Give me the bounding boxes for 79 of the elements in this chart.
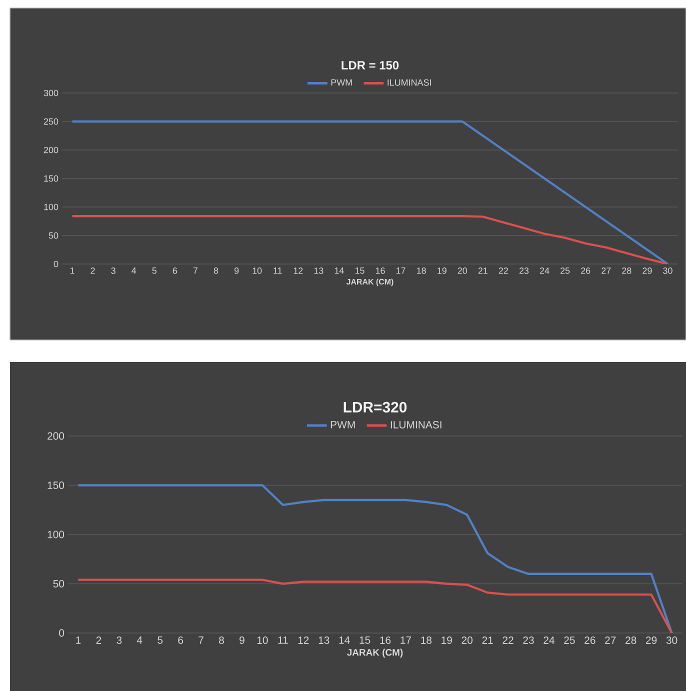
legend-label: PWM [330,421,355,428]
x-tick-label: 22 [498,268,508,274]
x-tick-label: 10 [252,268,262,274]
x-tick-label: 3 [111,268,116,274]
x-tick-label: 21 [478,268,488,274]
x-tick-label: 22 [502,636,514,644]
chart-title: LDR = 150 [342,61,399,70]
x-tick-label: 26 [581,268,590,274]
y-tick-label: 200 [48,432,64,440]
y-tick-label: 50 [53,580,64,588]
x-tick-label: 1 [76,636,81,644]
x-tick-label: 5 [152,268,157,274]
legend-label: PWM [331,79,352,86]
x-tick-label: 2 [90,268,95,274]
y-tick-label: 200 [44,146,58,154]
x-tick-label: 4 [132,268,136,274]
x-tick-label: 25 [564,636,575,644]
x-tick-label: 15 [360,636,370,644]
x-tick-label: 21 [482,636,493,644]
x-tick-label: 1 [70,268,74,274]
x-tick-label: 23 [519,268,529,274]
x-tick-label: 24 [540,268,550,274]
x-tick-label: 3 [116,636,122,644]
x-tick-label: 6 [178,636,184,644]
x-tick-label: 16 [376,268,385,274]
x-tick-label: 18 [421,636,432,644]
x-tick-label: 24 [544,636,554,644]
x-tick-label: 30 [663,268,672,274]
x-tick-label: 26 [584,636,596,644]
y-tick-label: 150 [44,175,58,182]
x-tick-label: 13 [318,636,330,644]
x-tick-label: 10 [257,636,268,644]
x-tick-label: 20 [458,268,468,274]
x-tick-label: 27 [605,636,616,644]
x-tick-label: 2 [96,636,102,644]
y-tick-label: 150 [48,482,64,489]
x-tick-label: 20 [462,636,473,644]
y-tick-label: 0 [59,629,64,637]
x-tick-label: 27 [602,268,611,274]
y-tick-label: 100 [48,530,64,538]
x-tick-label: 25 [560,268,570,274]
x-tick-label: 19 [438,268,446,274]
x-tick-label: 29 [646,636,657,644]
x-tick-label: 8 [214,268,218,274]
x-tick-label: 11 [278,636,288,644]
x-tick-label: 12 [294,268,303,274]
y-tick-label: 50 [48,232,58,239]
y-tick-label: 0 [54,260,58,268]
x-tick-label: 19 [442,636,452,644]
x-tick-label: 9 [240,636,244,644]
chart-title: LDR=320 [344,402,407,413]
x-tick-label: 5 [158,636,163,644]
y-tick-label: 100 [44,204,58,210]
x-tick-label: 17 [400,636,411,644]
x-tick-label: 11 [274,268,282,274]
x-tick-label: 6 [172,268,178,274]
x-tick-label: 4 [136,636,142,644]
legend-label: ILUMINASI [388,79,431,86]
legend-label: ILUMINASI [390,421,442,428]
x-tick-label: 14 [339,636,350,644]
y-tick-label: 250 [44,118,58,125]
y-tick-label: 300 [44,90,58,96]
x-tick-label: 14 [334,268,344,274]
x-tick-label: 28 [622,268,632,274]
x-tick-label: 12 [298,636,309,644]
x-tick-label: 13 [314,268,324,274]
x-tick-label: 16 [380,636,391,644]
x-tick-label: 7 [198,636,204,644]
x-tick-label: 15 [355,268,364,274]
x-tick-label: 28 [626,636,636,644]
x-tick-label: 29 [642,268,652,274]
x-tick-label: 8 [219,636,224,644]
x-tick-label: 7 [193,268,198,274]
x-tick-label: 30 [666,636,678,644]
x-tick-label: 17 [396,268,406,274]
x-tick-label: 23 [523,636,534,644]
x-tick-label: 18 [417,268,426,274]
x-tick-label: 9 [234,268,239,274]
x-axis-title: JARAK (CM) [347,648,403,658]
